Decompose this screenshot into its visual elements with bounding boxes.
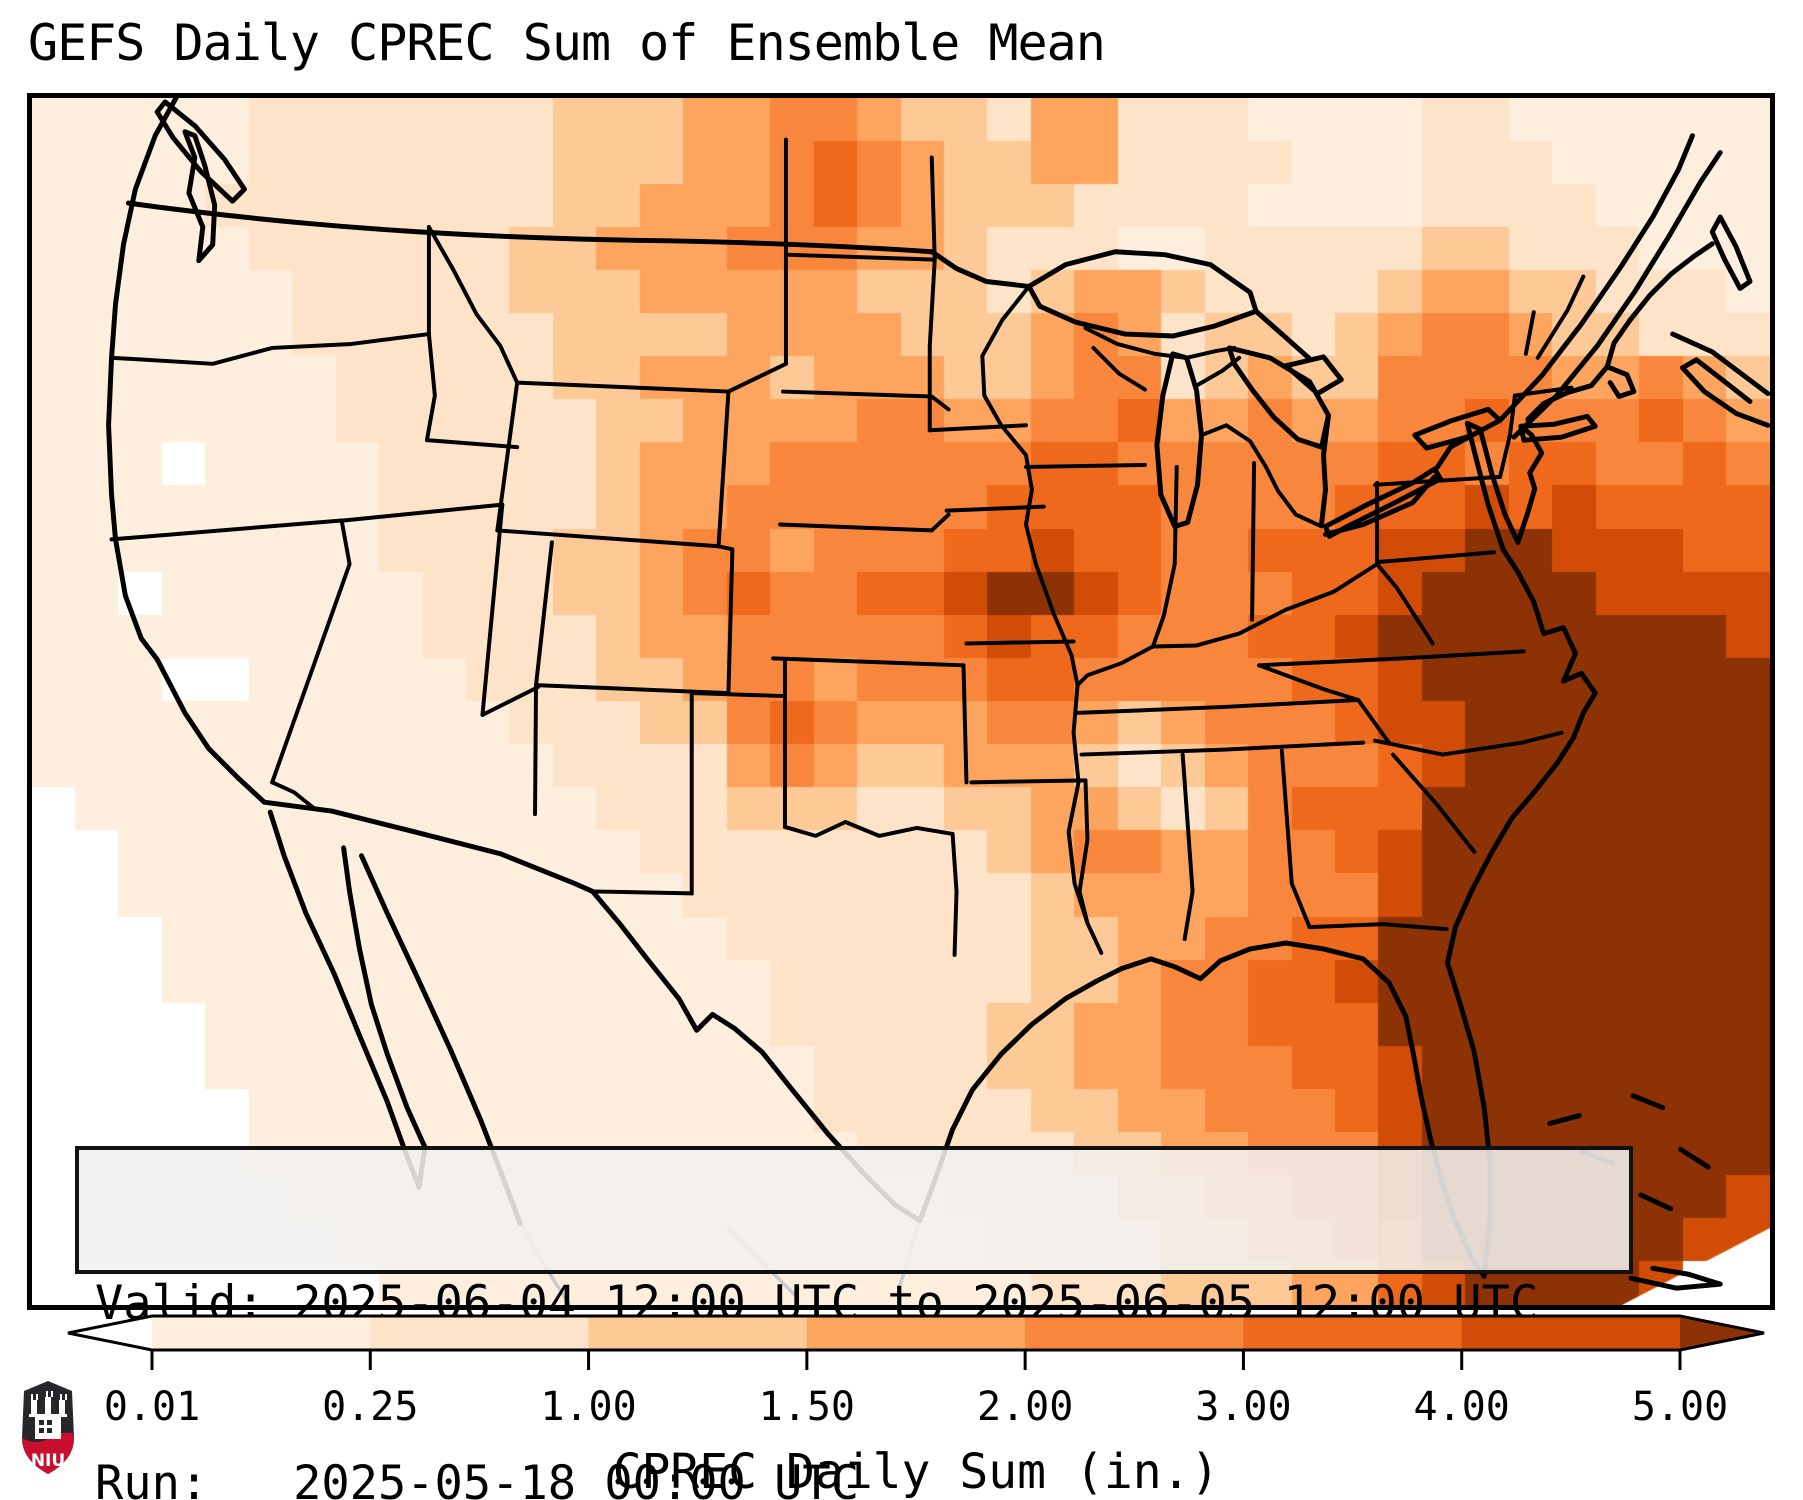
colorbar-tick-label: 4.00 bbox=[1413, 1384, 1510, 1430]
colorbar-segment bbox=[806, 1316, 1027, 1350]
colorbar-tick-label: 1.50 bbox=[758, 1384, 855, 1430]
colorbar-tick-label: 2.00 bbox=[976, 1384, 1074, 1430]
colorbar-segment bbox=[370, 1316, 590, 1350]
niu-castle-windows bbox=[39, 1420, 52, 1433]
colorbar-under-arrow bbox=[68, 1316, 152, 1350]
colorbar-segments bbox=[152, 1316, 1681, 1350]
colorbar-axis-label: CPREC Daily Sum (in.) bbox=[612, 1444, 1220, 1500]
colorbar-segment bbox=[1025, 1316, 1245, 1350]
colorbar-tick-label: 5.00 bbox=[1631, 1384, 1729, 1430]
niu-logo-text: NIU bbox=[31, 1451, 65, 1471]
run-line: Run: 2025-05-18 00:00 UTC bbox=[95, 1456, 860, 1500]
colorbar-over-arrow bbox=[1680, 1316, 1764, 1350]
figure-title: GEFS Daily CPREC Sum of Ensemble Mean bbox=[28, 14, 1106, 72]
colorbar-tick-label: 0.01 bbox=[103, 1384, 201, 1430]
map-panel: Valid: 2025-06-04 12:00 UTC to 2025-06-0… bbox=[27, 93, 1775, 1500]
colorbar bbox=[67, 1314, 1765, 1370]
colorbar-segment bbox=[588, 1316, 808, 1350]
geography-overlay bbox=[106, 98, 1770, 1305]
colorbar-tick-label: 1.00 bbox=[540, 1384, 637, 1430]
state-borders bbox=[109, 137, 1586, 957]
precipitation-heatmap-canvas bbox=[32, 98, 1770, 1305]
colorbar-tick-label: 0.25 bbox=[322, 1384, 419, 1430]
colorbar-tick-marks bbox=[150, 1350, 1682, 1370]
valid-run-info-box: Valid: 2025-06-04 12:00 UTC to 2025-06-0… bbox=[75, 1146, 1633, 1500]
great-lakes-outlines bbox=[1026, 249, 1503, 539]
colorbar-segment bbox=[1243, 1316, 1463, 1350]
colorbar-segment bbox=[1461, 1316, 1681, 1350]
coastlines bbox=[106, 98, 1770, 1291]
niu-logo: NIU bbox=[20, 1378, 76, 1477]
colorbar-segment bbox=[152, 1316, 372, 1350]
niu-shield-red bbox=[22, 1432, 74, 1474]
colorbar-tick-label: 3.00 bbox=[1195, 1384, 1292, 1430]
